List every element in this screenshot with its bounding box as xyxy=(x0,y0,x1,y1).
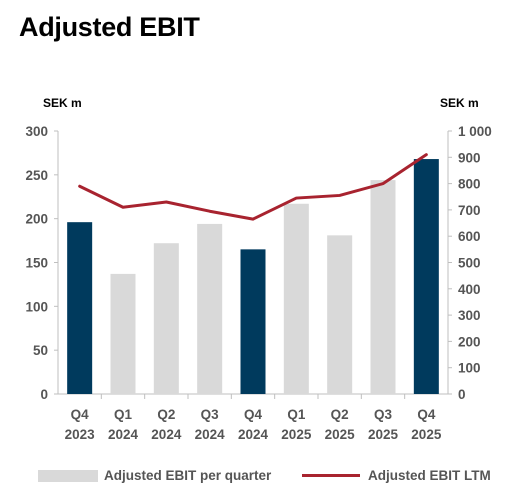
x-tick-label-year: 2024 xyxy=(151,427,182,442)
left-tick-label: 0 xyxy=(40,387,48,402)
legend-line-label: Adjusted EBIT LTM xyxy=(368,468,491,483)
x-tick-label-quarter: Q3 xyxy=(374,407,393,422)
left-tick-label: 150 xyxy=(25,256,48,271)
legend-item-bar: Adjusted EBIT per quarter xyxy=(38,468,271,483)
x-tick-label-quarter: Q1 xyxy=(287,407,306,422)
x-tick-label-year: 2025 xyxy=(281,427,312,442)
bar xyxy=(327,235,353,394)
right-tick-label: 700 xyxy=(458,203,481,218)
x-tick-label-quarter: Q2 xyxy=(157,407,175,422)
right-tick-label: 200 xyxy=(458,334,481,349)
bar xyxy=(153,243,179,394)
right-tick-label: 300 xyxy=(458,308,481,323)
right-tick-label: 500 xyxy=(458,256,481,271)
left-tick-label: 200 xyxy=(25,212,48,227)
x-tick-label-year: 2024 xyxy=(238,427,269,442)
bar xyxy=(283,203,309,394)
left-tick-label: 50 xyxy=(33,343,48,358)
legend-line-swatch xyxy=(302,474,360,477)
right-tick-label: 800 xyxy=(458,177,481,192)
x-tick-label-quarter: Q1 xyxy=(114,407,133,422)
bar xyxy=(197,223,223,394)
x-tick-label-quarter: Q2 xyxy=(331,407,349,422)
bar xyxy=(110,273,136,394)
right-axis-unit: SEK m xyxy=(440,96,479,110)
x-tick-label-year: 2025 xyxy=(411,427,442,442)
right-tick-label: 400 xyxy=(458,282,481,297)
legend-item-line: Adjusted EBIT LTM xyxy=(302,468,491,483)
x-tick-label-year: 2025 xyxy=(325,427,356,442)
left-tick-label: 250 xyxy=(25,168,48,183)
legend-bar-label: Adjusted EBIT per quarter xyxy=(104,468,272,483)
x-tick-label-quarter: Q4 xyxy=(417,407,436,422)
left-axis-unit: SEK m xyxy=(43,96,82,110)
bar xyxy=(67,222,93,394)
x-tick-label-year: 2024 xyxy=(195,427,226,442)
x-tick-label-year: 2024 xyxy=(108,427,139,442)
legend: Adjusted EBIT per quarter Adjusted EBIT … xyxy=(0,468,525,488)
right-tick-label: 100 xyxy=(458,361,481,376)
legend-bar-swatch xyxy=(38,469,98,482)
x-tick-label-quarter: Q4 xyxy=(244,407,263,422)
bar xyxy=(413,159,439,394)
right-tick-label: 600 xyxy=(458,229,481,244)
right-tick-label: 0 xyxy=(458,387,466,402)
bar xyxy=(370,180,396,394)
chart-canvas: 0 50 100 150 200 250 300 0 100 200 300 400 500 600 700… xyxy=(25,124,492,442)
x-tick-label-year: 2025 xyxy=(368,427,399,442)
right-tick-label: 1 000 xyxy=(458,124,492,139)
x-tick-label-year: 2023 xyxy=(65,427,96,442)
left-tick-label: 100 xyxy=(25,299,48,314)
x-tick-label-quarter: Q4 xyxy=(71,407,90,422)
bar xyxy=(240,249,266,394)
ltm-line xyxy=(78,153,428,221)
x-tick-label-quarter: Q3 xyxy=(201,407,220,422)
right-tick-label: 900 xyxy=(458,150,481,165)
left-tick-label: 300 xyxy=(25,124,48,139)
chart-title: Adjusted EBIT xyxy=(19,12,200,42)
